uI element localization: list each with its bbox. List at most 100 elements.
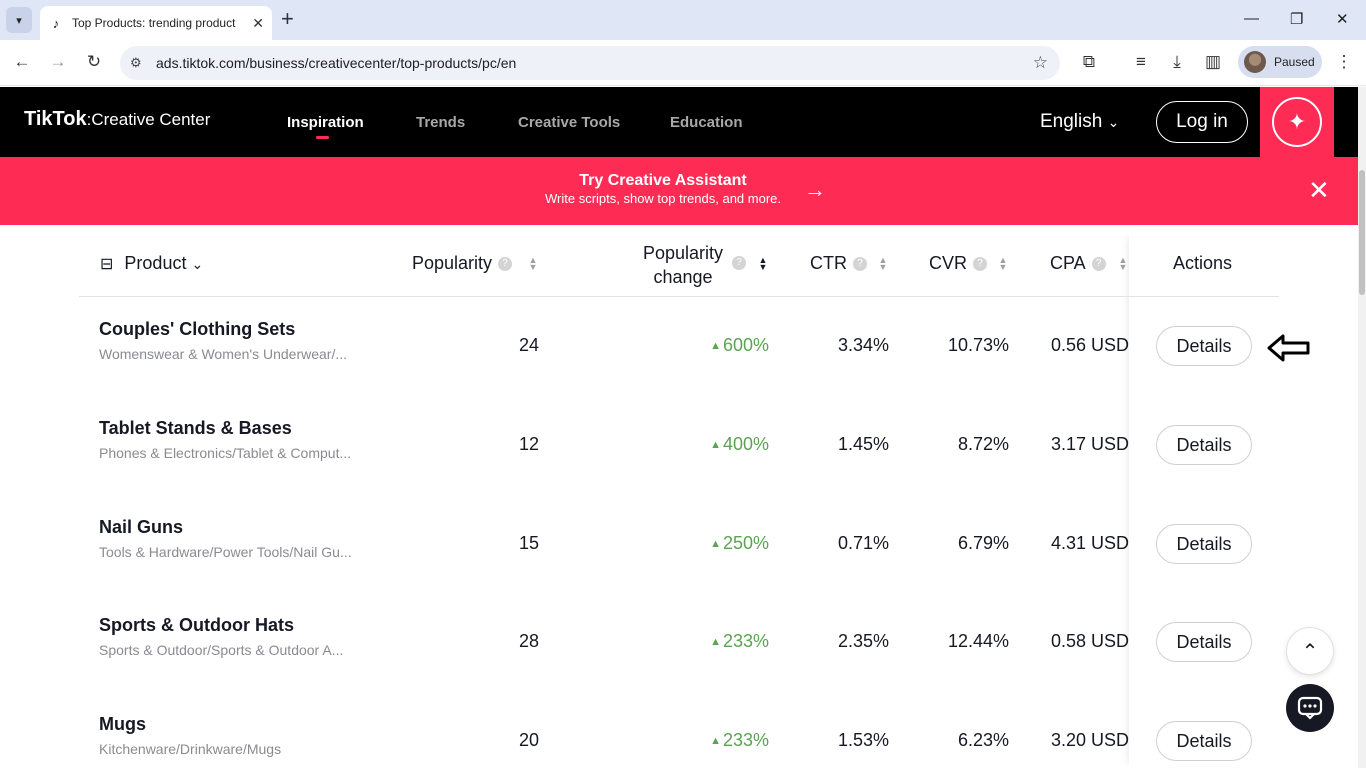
- product-category: Womenswear & Women's Underwear/...: [99, 346, 348, 362]
- banner-title: Try Creative Assistant: [579, 172, 747, 189]
- table-header: ⊟ Product ⌄ Popularity? ▲ ▼ Popularity ch…: [79, 232, 1279, 297]
- banner-close-icon[interactable]: ✕: [1308, 175, 1330, 205]
- minimize-button[interactable]: —: [1244, 10, 1259, 27]
- details-button[interactable]: Details: [1156, 425, 1252, 465]
- scrollbar-thumb[interactable]: [1359, 170, 1365, 295]
- download-icon[interactable]: ⤓: [1173, 52, 1181, 71]
- cvr-value: 6.23%: [957, 730, 1009, 750]
- logo-sub: Creative Center: [91, 110, 211, 129]
- active-nav-indicator: [316, 136, 329, 139]
- popularity-value: 20: [518, 730, 539, 750]
- ctr-value: 0.71%: [837, 533, 889, 553]
- restore-button[interactable]: ❐: [1290, 11, 1304, 28]
- promo-banner[interactable]: Try Creative Assistant Write scripts, sh…: [0, 157, 1358, 225]
- nav-education[interactable]: Education: [670, 114, 743, 131]
- cpa-column-header[interactable]: CPA?: [1050, 253, 1106, 274]
- cpa-value: 3.20 USD: [1050, 730, 1129, 750]
- help-icon[interactable]: ?: [853, 257, 867, 272]
- product-category: Tools & Hardware/Power Tools/Nail Gu...: [99, 544, 352, 560]
- address-bar[interactable]: ⚙ ads.tiktok.com/business/creativecenter…: [120, 46, 1060, 80]
- sort-icon[interactable]: ▲ ▼: [998, 255, 1008, 272]
- product-name[interactable]: Tablet Stands & Bases: [99, 418, 292, 438]
- side-panel-icon[interactable]: ▥: [1204, 52, 1222, 71]
- forward-icon[interactable]: →: [49, 52, 67, 71]
- ctr-value: 3.34%: [837, 335, 889, 355]
- help-icon[interactable]: ?: [732, 256, 746, 270]
- actions-column: [1129, 232, 1358, 768]
- avatar: [1244, 51, 1266, 73]
- nav-trends[interactable]: Trends: [416, 114, 466, 131]
- table-row: Nail Guns Tools & Hardware/Power Tools/N…: [79, 517, 1279, 616]
- table-row: Tablet Stands & Bases Phones & Electroni…: [79, 418, 1279, 517]
- cvr-value: 12.44%: [947, 631, 1009, 651]
- product-name[interactable]: Sports & Outdoor Hats: [99, 615, 295, 635]
- store-icon: ⊟: [100, 256, 114, 273]
- back-icon[interactable]: ←: [13, 52, 31, 71]
- media-control-icon[interactable]: ≡: [1136, 52, 1146, 71]
- popularity-column-header[interactable]: Popularity?: [412, 253, 513, 274]
- product-column-header[interactable]: ⊟ Product ⌄: [100, 253, 204, 273]
- help-icon[interactable]: ?: [498, 257, 513, 272]
- details-button[interactable]: Details: [1156, 721, 1252, 761]
- details-button[interactable]: Details: [1156, 326, 1252, 366]
- product-name[interactable]: Couples' Clothing Sets: [99, 319, 296, 339]
- details-button[interactable]: Details: [1156, 524, 1252, 564]
- sort-active-icon[interactable]: ▲ ▼: [758, 255, 768, 272]
- bookmark-star-icon[interactable]: ☆: [1032, 53, 1048, 72]
- cvr-column-header[interactable]: CVR?: [929, 253, 988, 274]
- actions-column-header: Actions: [1173, 253, 1233, 273]
- tiktok-favicon-icon: ♪: [52, 15, 60, 31]
- creative-assistant-button[interactable]: ✦: [1260, 87, 1334, 157]
- reload-icon[interactable]: ↻: [86, 52, 102, 71]
- popularity-value: 12: [518, 434, 539, 454]
- details-button[interactable]: Details: [1156, 622, 1252, 662]
- browser-toolbar: ← → ↻ ⚙ ads.tiktok.com/business/creative…: [0, 40, 1366, 86]
- login-button[interactable]: Log in: [1156, 101, 1248, 143]
- ctr-value: 1.45%: [837, 434, 889, 454]
- sort-icon[interactable]: ▲ ▼: [528, 255, 538, 272]
- browser-menu-icon[interactable]: ⋮: [1335, 52, 1353, 71]
- scrollbar[interactable]: [1358, 87, 1366, 768]
- ctr-value: 2.35%: [837, 631, 889, 651]
- language-selector[interactable]: English ⌄: [1040, 111, 1119, 133]
- ctr-column-header[interactable]: CTR?: [810, 253, 867, 274]
- profile-button[interactable]: Paused: [1238, 46, 1322, 78]
- back-to-top-button[interactable]: ⌃: [1286, 627, 1334, 675]
- sort-icon[interactable]: ▲ ▼: [1118, 255, 1128, 272]
- nav-inspiration[interactable]: Inspiration: [287, 114, 364, 131]
- nav-creative-tools[interactable]: Creative Tools: [518, 114, 621, 131]
- popularity-change-column-header[interactable]: Popularity change: [642, 243, 724, 287]
- trend-up-icon: ▲: [710, 735, 721, 747]
- new-tab-button[interactable]: +: [281, 6, 294, 31]
- tab-close-icon[interactable]: ✕: [252, 14, 264, 31]
- popularity-change-value: ▲ 233%: [710, 631, 769, 651]
- profile-status: Paused: [1274, 55, 1315, 69]
- extensions-icon[interactable]: ⧉: [1082, 52, 1096, 71]
- window-close-button[interactable]: ✕: [1336, 11, 1349, 28]
- product-category: Phones & Electronics/Tablet & Comput...: [99, 445, 352, 461]
- site-info-icon[interactable]: ⚙: [130, 55, 142, 70]
- product-name[interactable]: Mugs: [99, 714, 146, 734]
- help-icon[interactable]: ?: [1091, 257, 1106, 272]
- logo[interactable]: TikTok:Creative Center: [24, 108, 211, 130]
- product-category: Kitchenware/Drinkware/Mugs: [99, 741, 282, 757]
- chat-icon: [1297, 696, 1323, 720]
- help-icon[interactable]: ?: [973, 257, 988, 272]
- popularity-change-value: ▲ 600%: [710, 335, 769, 355]
- chat-button[interactable]: [1286, 684, 1334, 732]
- browser-tabstrip: ▾ ♪ Top Products: trending product ✕ + —…: [0, 0, 1366, 40]
- cpa-value: 3.17 USD: [1050, 434, 1129, 454]
- arrow-up-to-top-icon: ⌃: [1301, 640, 1319, 663]
- tab-search-button[interactable]: ▾: [6, 7, 32, 33]
- chevron-down-icon: ⌄: [1107, 114, 1120, 130]
- table-row: Couples' Clothing Sets Womenswear & Wome…: [79, 319, 1279, 418]
- chevron-down-icon: ⌄: [191, 256, 204, 272]
- popularity-value: 28: [518, 631, 539, 651]
- cpa-value: 0.56 USD: [1050, 335, 1129, 355]
- browser-tab[interactable]: ♪ Top Products: trending product ✕: [40, 6, 272, 40]
- popularity-value: 24: [518, 335, 539, 355]
- sparkle-icon: ✦: [1272, 97, 1322, 147]
- popularity-change-value: ▲ 250%: [710, 533, 769, 553]
- sort-icon[interactable]: ▲ ▼: [878, 255, 888, 272]
- product-name[interactable]: Nail Guns: [99, 517, 184, 537]
